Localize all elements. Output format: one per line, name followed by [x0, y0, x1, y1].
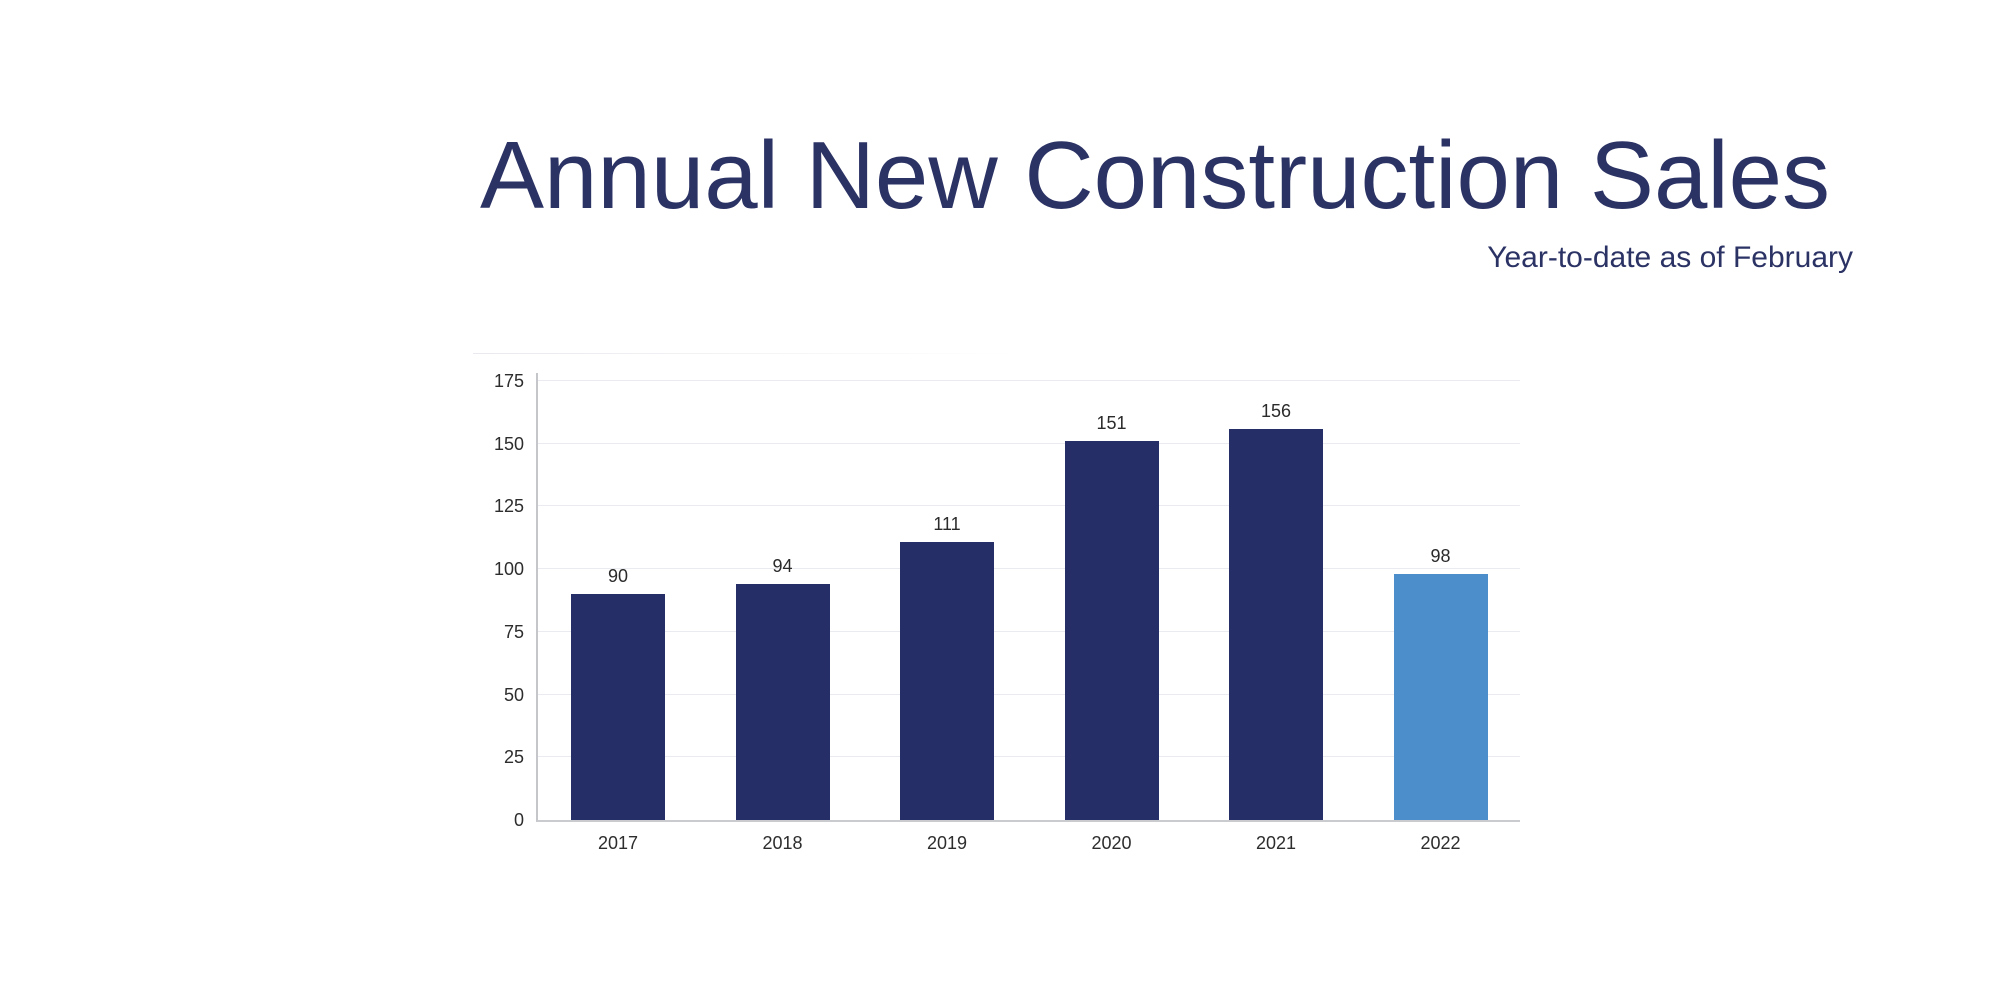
gridline-150 — [538, 442, 1520, 444]
y-tick-label-175: 175 — [493, 371, 524, 391]
y-tick-label-100: 100 — [493, 559, 524, 580]
plot-area: 0 25 50 75 100 125 150 175 90 2017 94 2018 111 2019 15… — [494, 372, 1520, 852]
bar-2022 — [1393, 574, 1488, 820]
bar-2021 — [1229, 428, 1323, 820]
y-tick-label-150: 150 — [493, 433, 524, 454]
x-axis-label-2018: 2018 — [762, 833, 803, 853]
bar-2017 — [571, 594, 665, 820]
bar-value-label-2019: 111 — [933, 513, 961, 534]
bar-2020 — [1064, 441, 1159, 820]
y-tick-label-25: 25 — [503, 747, 524, 768]
bar-value-label-2020: 151 — [1096, 413, 1127, 434]
gridline-125 — [538, 505, 1520, 507]
gridline-100 — [538, 568, 1520, 570]
y-tick-label-125: 125 — [493, 496, 524, 517]
x-axis-label-2022: 2022 — [1420, 833, 1461, 853]
y-tick-label-50: 50 — [503, 684, 524, 705]
chart-subtitle: Year-to-date as of February — [1487, 241, 1853, 274]
bar-2019 — [900, 541, 994, 820]
x-axis-label-2020: 2020 — [1091, 833, 1132, 853]
x-axis-label-2019: 2019 — [926, 833, 968, 853]
x-axis-label-2017: 2017 — [597, 833, 639, 853]
bar-value-label-2017: 90 — [607, 566, 629, 587]
gridline-50 — [538, 693, 1520, 695]
gridline-25 — [538, 756, 1520, 758]
x-axis-label-2021: 2021 — [1255, 833, 1297, 853]
y-tick-label-75: 75 — [503, 621, 524, 642]
bar-2018 — [735, 584, 830, 820]
chart-title: Annual New Construction Sales — [480, 122, 1831, 229]
bar-value-label-2018: 94 — [772, 556, 793, 577]
y-tick-label-0: 0 — [513, 810, 524, 830]
gridline-175 — [538, 380, 1520, 381]
bar-value-label-2022: 98 — [1430, 546, 1451, 567]
panel-top-border — [473, 353, 1018, 354]
bar-value-label-2021: 156 — [1260, 400, 1292, 421]
gridline-75 — [538, 630, 1520, 632]
